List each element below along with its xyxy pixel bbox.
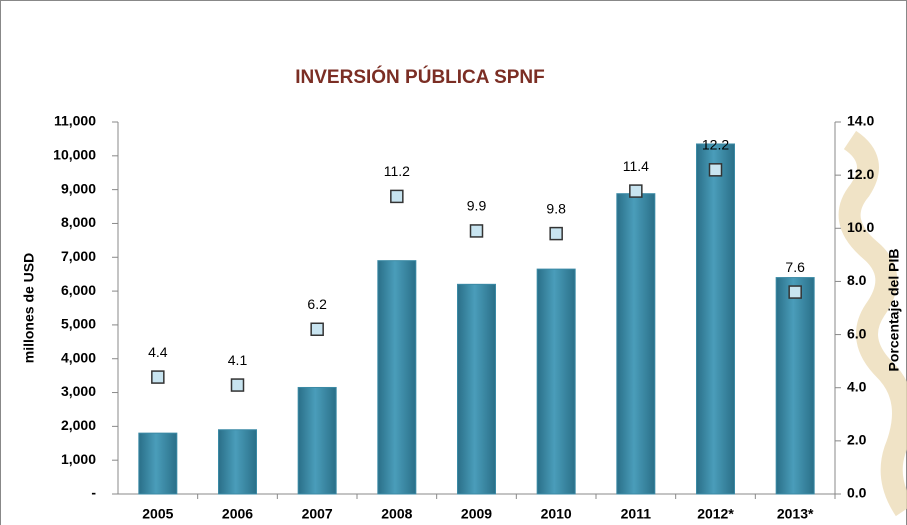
y2-tick-label: 12.0 <box>847 166 874 182</box>
y-tick-label: 6,000 <box>61 282 96 298</box>
data-label: 9.8 <box>546 200 566 216</box>
y-axis-title: millones de USD <box>21 253 37 363</box>
y-tick-label: 2,000 <box>61 417 96 433</box>
y2-tick-label: 2.0 <box>847 432 867 448</box>
x-tick-label: 2010 <box>541 506 572 522</box>
y-tick-label: 3,000 <box>61 383 96 399</box>
y2-tick-label: 6.0 <box>847 325 867 341</box>
data-label: 4.1 <box>228 352 248 368</box>
bar <box>218 429 257 495</box>
y-tick-label: 5,000 <box>61 316 96 332</box>
data-label: 7.6 <box>785 259 805 275</box>
bar <box>536 268 576 495</box>
y-tick-label: 7,000 <box>61 248 96 264</box>
marker <box>390 189 404 204</box>
data-label: 11.4 <box>623 158 649 174</box>
marker <box>310 322 324 337</box>
data-label: 12.2 <box>702 137 729 153</box>
x-tick-label: 2009 <box>461 506 492 522</box>
y-tick-label: 1,000 <box>61 451 96 467</box>
marker <box>788 285 802 299</box>
x-tick-label: 2012* <box>697 506 734 522</box>
bar <box>616 193 656 495</box>
bar <box>138 432 178 495</box>
chart-title: INVERSIÓN PÚBLICA SPNF <box>295 66 545 88</box>
data-label: 9.9 <box>467 198 487 214</box>
y-tick-label: 8,000 <box>61 214 96 230</box>
decoration <box>838 130 907 517</box>
x-tick-label: 2013* <box>777 506 814 522</box>
y-tick-label: 4,000 <box>61 349 96 365</box>
marker <box>230 378 245 392</box>
marker <box>469 224 484 238</box>
data-label: 6.2 <box>307 296 327 312</box>
x-tick-label: 2007 <box>302 506 333 522</box>
y2-tick-label: 8.0 <box>847 272 867 288</box>
x-tick-label: 2011 <box>621 506 652 522</box>
y2-axis-title: Porcentaje del PIB <box>886 249 902 372</box>
bar <box>457 283 496 495</box>
marker <box>629 184 643 198</box>
y2-tick-label: 14.0 <box>847 113 874 129</box>
bar <box>775 277 815 495</box>
y2-tick-label: 10.0 <box>847 219 874 235</box>
bar <box>696 143 735 495</box>
marker <box>549 226 563 241</box>
x-tick-label: 2005 <box>142 506 173 522</box>
y-tick-label: - <box>91 485 96 501</box>
bar <box>297 386 337 495</box>
bar <box>377 260 417 495</box>
y-tick-label: 9,000 <box>61 180 96 196</box>
marker <box>708 163 723 177</box>
y-tick-label: 11,000 <box>54 113 96 129</box>
y2-tick-label: 4.0 <box>847 378 867 394</box>
data-label: 4.4 <box>148 344 168 360</box>
y-tick-label: 10,000 <box>53 147 96 163</box>
y2-tick-label: 0.0 <box>847 485 867 501</box>
x-tick-label: 2008 <box>381 506 412 522</box>
marker <box>151 370 165 384</box>
data-label: 11.2 <box>384 163 410 179</box>
x-tick-label: 2006 <box>222 506 253 522</box>
